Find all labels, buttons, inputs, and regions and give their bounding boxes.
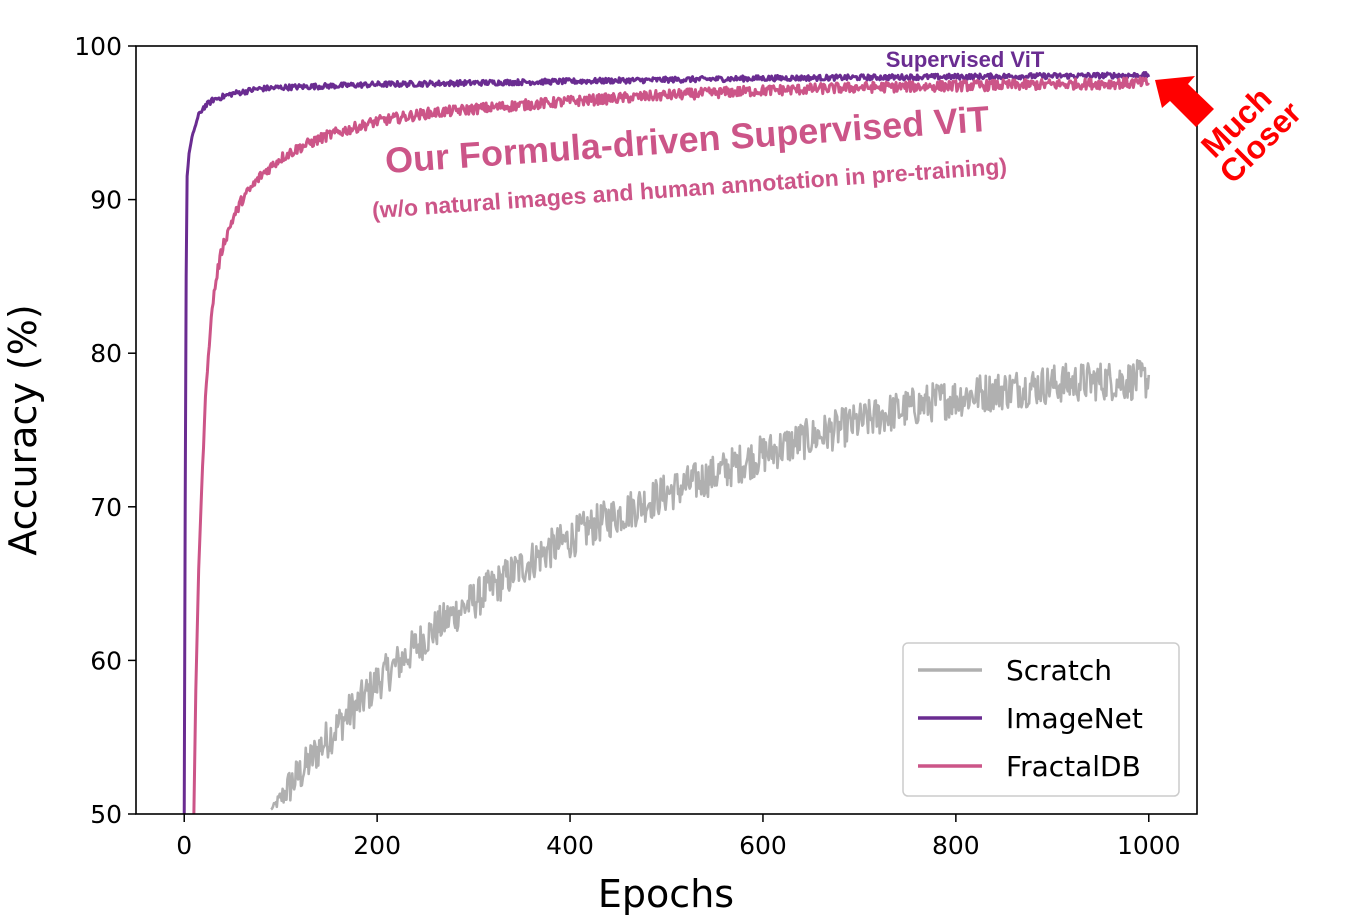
x-tick-label: 200 bbox=[353, 831, 401, 860]
legend-label-fractaldb: FractalDB bbox=[1006, 750, 1141, 783]
plot-frame bbox=[135, 45, 1198, 815]
y-axis-ticks: 50 60 70 80 90 100 bbox=[74, 32, 136, 829]
y-axis-title: Accuracy (%) bbox=[1, 304, 45, 555]
legend-box bbox=[902, 642, 1180, 797]
legend: Scratch ImageNet FractalDB bbox=[902, 642, 1180, 797]
y-tick-label: 80 bbox=[90, 339, 122, 368]
x-tick-label: 600 bbox=[739, 831, 787, 860]
series-layer bbox=[182, 71, 1151, 814]
much-closer-arrow-icon bbox=[1155, 76, 1214, 127]
supervised-vit-label: Supervised ViT bbox=[886, 47, 1045, 72]
y-tick-label: 60 bbox=[90, 646, 122, 675]
y-tick-label: 90 bbox=[90, 186, 122, 215]
y-tick-label: 100 bbox=[74, 32, 122, 61]
series-line-fractaldb bbox=[192, 76, 1150, 814]
x-tick-label: 800 bbox=[932, 831, 980, 860]
x-tick-label: 0 bbox=[176, 831, 192, 860]
y-tick-label: 70 bbox=[90, 493, 122, 522]
series-line-imagenet bbox=[182, 71, 1151, 814]
legend-label-scratch: Scratch bbox=[1006, 654, 1112, 687]
y-tick-label: 50 bbox=[90, 800, 122, 829]
x-tick-label: 1000 bbox=[1117, 831, 1181, 860]
x-tick-label: 400 bbox=[546, 831, 594, 860]
legend-label-imagenet: ImageNet bbox=[1006, 702, 1143, 735]
series-line-scratch bbox=[270, 358, 1151, 811]
x-axis-ticks: 0 200 400 600 800 1000 bbox=[176, 814, 1181, 860]
x-axis-title: Epochs bbox=[598, 872, 734, 916]
